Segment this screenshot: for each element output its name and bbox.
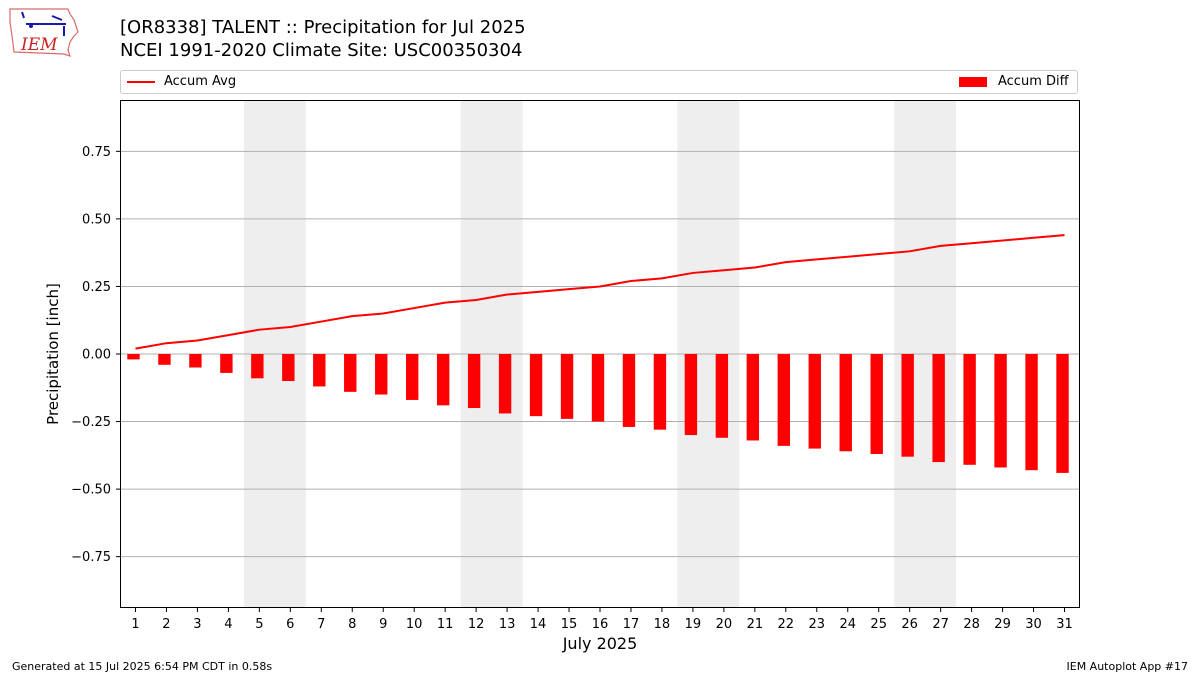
app-credit: IEM Autoplot App #17 [1066, 660, 1189, 673]
iowa-outline-icon [9, 8, 79, 57]
y-tick-label: 0.25 [82, 280, 111, 295]
legend-bar-label: Accum Diff [998, 74, 1069, 89]
y-tick-label: −0.75 [71, 550, 111, 565]
y-tick-label: −0.25 [71, 415, 111, 430]
accum-diff-bar [684, 354, 698, 436]
x-tick-label: 5 [255, 617, 263, 632]
accum-diff-bar [1056, 354, 1069, 473]
x-tick-label: 25 [870, 617, 887, 632]
accum-diff-bar [591, 354, 605, 422]
y-tick-label: 0.50 [82, 212, 111, 227]
x-tick-label: 8 [348, 617, 356, 632]
iem-logo: IEM [9, 8, 79, 57]
x-tick-label: 22 [778, 617, 795, 632]
x-tick-label: 15 [561, 617, 578, 632]
accum-diff-bar [1025, 354, 1038, 471]
x-tick-label: 17 [623, 617, 640, 632]
x-tick-label: 14 [530, 617, 547, 632]
accum-diff-bar [375, 354, 388, 395]
accum-diff-bar [251, 354, 264, 379]
accum-diff-bar [127, 354, 140, 360]
x-tick-label: 12 [468, 617, 485, 632]
x-tick-label: 21 [747, 617, 764, 632]
y-axis-label: Precipitation [inch] [44, 283, 62, 425]
accum-diff-bar [777, 354, 790, 446]
generated-timestamp: Generated at 15 Jul 2025 6:54 PM CDT in … [12, 660, 273, 673]
x-tick-label: 24 [839, 617, 856, 632]
x-tick-label: 2 [162, 617, 170, 632]
x-tick-label: 18 [654, 617, 671, 632]
legend-line-label: Accum Avg [164, 74, 237, 89]
x-tick-label: 11 [437, 617, 454, 632]
legend: Accum Avg Accum Diff [120, 70, 1078, 94]
x-tick-label: 28 [963, 617, 980, 632]
y-tick-label: 0.75 [82, 145, 111, 160]
accum-diff-bar [282, 354, 295, 382]
x-tick-label: 9 [379, 617, 387, 632]
x-tick-label: 19 [685, 617, 702, 632]
x-tick-label: 10 [406, 617, 423, 632]
accum-avg-line [135, 234, 1065, 350]
x-tick-label: 1 [131, 617, 139, 632]
x-tick-label: 27 [932, 617, 949, 632]
x-tick-label: 29 [994, 617, 1011, 632]
accum-diff-bar [932, 354, 945, 463]
logo-text: IEM [20, 35, 58, 55]
chart-title: [OR8338] TALENT :: Precipitation for Jul… [120, 17, 526, 38]
accum-diff-bar [622, 354, 636, 427]
accum-diff-bar [498, 354, 512, 414]
y-tick-label: 0.00 [82, 348, 111, 363]
y-tick-label: −0.50 [71, 483, 111, 498]
accum-diff-bar [653, 354, 667, 430]
x-tick-label: 4 [224, 617, 232, 632]
x-tick-label: 7 [317, 617, 325, 632]
accum-diff-bar [220, 354, 233, 373]
accum-diff-bar [189, 354, 202, 368]
accum-diff-bar [560, 354, 574, 419]
accum-diff-bar [313, 354, 326, 387]
accum-diff-bar [901, 354, 914, 457]
accum-diff-bar [529, 354, 543, 417]
accum-diff-bar [808, 354, 821, 449]
chart-subtitle: NCEI 1991-2020 Climate Site: USC00350304 [120, 40, 523, 61]
accum-diff-bar [839, 354, 852, 452]
x-tick-label: 20 [716, 617, 733, 632]
x-tick-label: 30 [1025, 617, 1042, 632]
accum-diff-bar [436, 354, 450, 406]
x-tick-label: 31 [1056, 617, 1073, 632]
x-axis-label: July 2025 [562, 634, 638, 653]
accum-diff-bar [344, 354, 357, 392]
legend-line-swatch [127, 81, 155, 83]
accum-diff-bar [994, 354, 1007, 468]
accum-diff-bar [870, 354, 883, 454]
x-tick-label: 13 [499, 617, 516, 632]
accum-diff-bar [746, 354, 760, 441]
accum-diff-bar [963, 354, 976, 465]
x-tick-label: 16 [592, 617, 609, 632]
x-tick-label: 6 [286, 617, 294, 632]
plot-frame [120, 100, 1080, 608]
accum-diff-bar [715, 354, 729, 438]
x-tick-label: 26 [901, 617, 918, 632]
x-tick-label: 23 [809, 617, 826, 632]
accum-diff-bar [158, 354, 171, 365]
x-tick-label: 3 [193, 617, 201, 632]
accum-diff-bar [467, 354, 481, 409]
legend-bar-swatch [959, 77, 987, 87]
accum-diff-bar [406, 354, 419, 400]
